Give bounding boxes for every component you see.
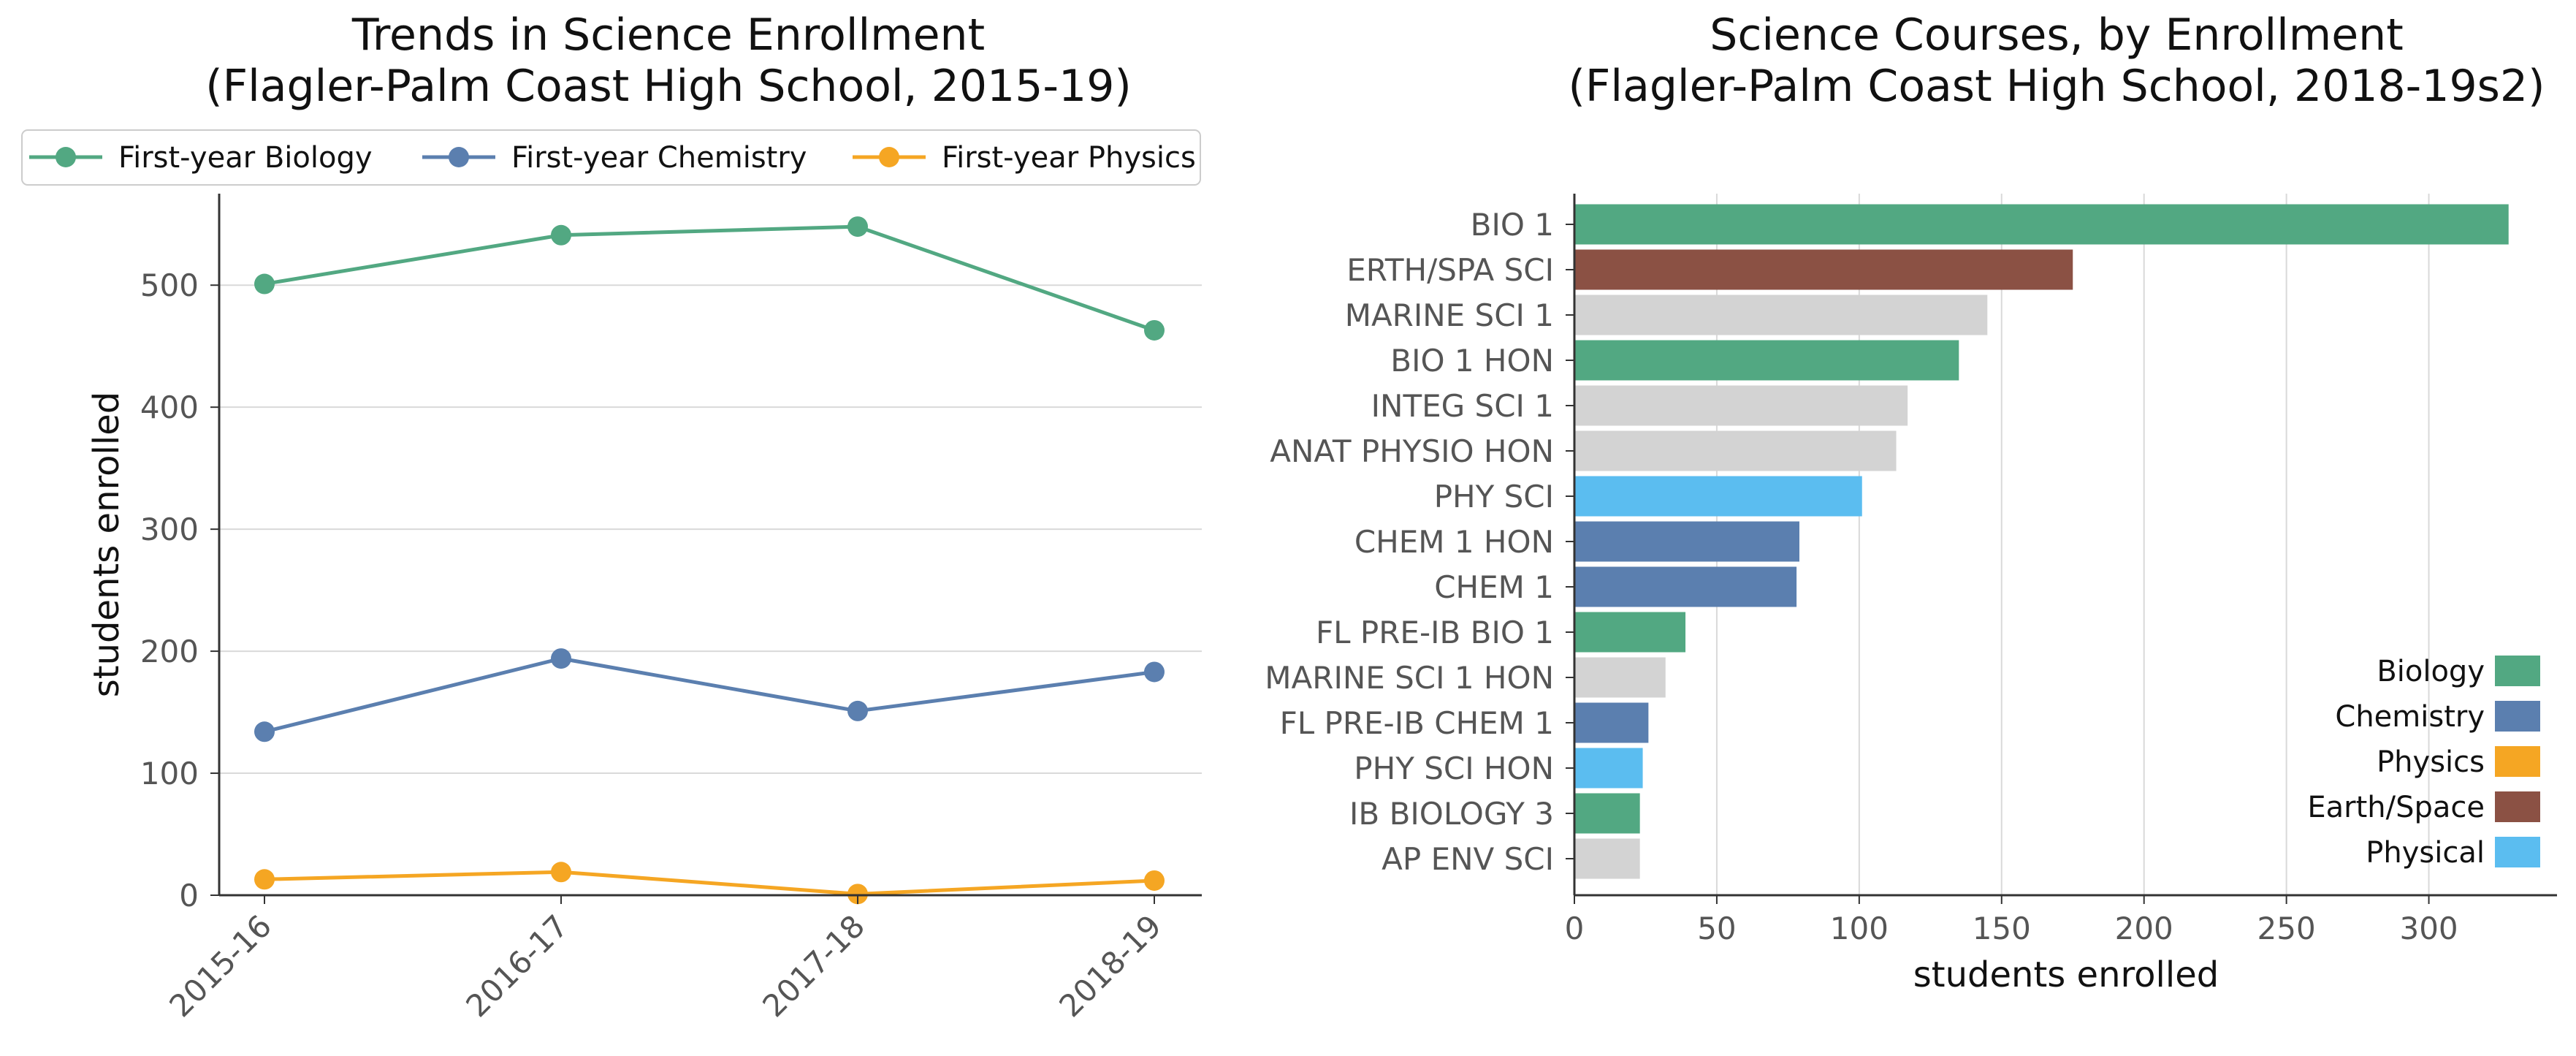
left-x-tick-label: 2016-17 xyxy=(459,908,575,1024)
data-point-first-year-physics xyxy=(847,884,868,905)
series-line-first-year-biology xyxy=(264,224,1155,333)
left-y-tick-label: 400 xyxy=(140,390,199,425)
bar-anat-physio-hon xyxy=(1574,430,1897,471)
right-x-tick-label: 100 xyxy=(1830,911,1889,946)
data-point-first-year-chemistry xyxy=(1144,661,1165,683)
category-label: INTEG SCI 1 xyxy=(1371,388,1554,424)
left-gridlines xyxy=(219,284,1202,775)
right-legend: Biology Chemistry Physics Earth/Space Physic… xyxy=(2307,655,2540,870)
right-bars-group xyxy=(1574,204,2509,879)
legend-swatch-physical xyxy=(2495,837,2540,867)
right-chart: Science Courses, by Enrollment (Flagler-… xyxy=(1265,10,2557,995)
legend-swatch-earth-space xyxy=(2495,791,2540,822)
data-point-first-year-chemistry xyxy=(551,648,571,669)
legend-swatch-biology xyxy=(2495,656,2540,686)
category-label: FL PRE-IB BIO 1 xyxy=(1316,615,1554,650)
right-chart-title: Science Courses, by Enrollment xyxy=(1710,10,2403,61)
left-x-ticks: 2015-16 2016-17 2017-18 2018-19 xyxy=(162,895,1168,1024)
category-label: AP ENV SCI xyxy=(1382,841,1554,877)
bar-erth-spa-sci xyxy=(1574,249,2073,290)
left-x-tick-label: 2015-16 xyxy=(162,908,278,1024)
left-x-tick-label: 2018-19 xyxy=(1052,908,1168,1024)
data-point-first-year-biology xyxy=(551,224,571,246)
left-y-axis-label: students enrolled xyxy=(86,392,127,697)
bar-chem-1-hon xyxy=(1574,521,1799,562)
category-label: MARINE SCI 1 xyxy=(1345,297,1554,333)
bar-integ-sci-1 xyxy=(1574,385,1908,426)
left-legend-box xyxy=(21,129,1201,186)
right-x-tick-label: 150 xyxy=(1973,911,2031,946)
bar-fl-pre-ib-chem-1 xyxy=(1574,702,1649,743)
left-y-tick-label: 100 xyxy=(140,756,199,791)
right-x-tick-label: 50 xyxy=(1697,911,1736,946)
bar-bio-1-hon xyxy=(1574,340,1959,381)
series-line-first-year-physics xyxy=(264,870,1155,896)
data-point-first-year-physics xyxy=(1144,870,1165,891)
left-legend: First-year Biology First-year Chemistry Fi… xyxy=(21,129,1201,186)
left-x-tick-label: 2017-18 xyxy=(755,908,872,1024)
category-label: FL PRE-IB CHEM 1 xyxy=(1280,705,1554,741)
legend-label-biology: Biology xyxy=(2377,655,2485,688)
data-point-first-year-biology xyxy=(1144,319,1165,341)
category-label: CHEM 1 HON xyxy=(1354,524,1554,560)
series-line-first-year-chemistry xyxy=(264,656,1155,734)
legend-marker-first-year-biology xyxy=(56,147,76,167)
bar-chem-1 xyxy=(1574,566,1797,607)
left-chart-subtitle: (Flagler-Palm Coast High School, 2015-19… xyxy=(205,61,1132,112)
category-label: PHY SCI HON xyxy=(1354,751,1554,786)
right-x-tick-label: 200 xyxy=(2115,911,2173,946)
left-chart-title: Trends in Science Enrollment xyxy=(351,10,985,61)
bar-ib-biology-3 xyxy=(1574,793,1640,834)
legend-label-first-year-physics: First-year Physics xyxy=(942,141,1196,175)
category-label: MARINE SCI 1 HON xyxy=(1265,660,1554,696)
legend-marker-first-year-physics xyxy=(879,147,899,167)
right-x-tick-label: 250 xyxy=(2257,911,2316,946)
left-y-tick-label: 300 xyxy=(140,512,199,547)
data-point-first-year-chemistry xyxy=(847,700,868,721)
right-x-ticks: 0 50 100 150 200 250 300 xyxy=(1565,895,2458,946)
legend-label-chemistry: Chemistry xyxy=(2335,700,2485,734)
legend-label-earth-space: Earth/Space xyxy=(2307,791,2485,824)
data-point-first-year-biology xyxy=(847,216,868,238)
category-label: IB BIOLOGY 3 xyxy=(1349,796,1554,832)
legend-swatch-chemistry xyxy=(2495,701,2540,732)
bar-marine-sci-1-hon xyxy=(1574,657,1666,698)
category-label: ERTH/SPA SCI xyxy=(1346,252,1554,288)
right-x-axis-label: students enrolled xyxy=(1913,954,2219,995)
legend-label-physics: Physics xyxy=(2377,745,2485,779)
data-point-first-year-chemistry xyxy=(254,721,275,742)
bar-marine-sci-1 xyxy=(1574,295,1988,335)
right-category-labels: BIO 1 ERTH/SPA SCI MARINE SCI 1 BIO 1 HON IN… xyxy=(1265,207,1574,877)
legend-label-physical: Physical xyxy=(2366,836,2485,870)
bar-phy-sci xyxy=(1574,476,1862,517)
category-label: BIO 1 HON xyxy=(1390,343,1554,379)
bar-bio-1 xyxy=(1574,204,2509,245)
data-point-first-year-biology xyxy=(254,273,275,295)
data-point-first-year-physics xyxy=(551,862,571,883)
bar-phy-sci-hon xyxy=(1574,748,1643,789)
legend-marker-first-year-chemistry xyxy=(449,147,469,167)
left-y-tick-label: 200 xyxy=(140,634,199,669)
data-point-first-year-physics xyxy=(254,869,275,890)
left-y-tick-label: 500 xyxy=(140,267,199,303)
right-x-tick-label: 300 xyxy=(2399,911,2458,946)
left-y-ticks: 0 100 200 300 400 500 xyxy=(140,267,219,913)
legend-swatch-physics xyxy=(2495,746,2540,777)
category-label: CHEM 1 xyxy=(1434,569,1554,605)
category-label: PHY SCI xyxy=(1434,479,1554,514)
legend-label-first-year-biology: First-year Biology xyxy=(118,141,373,175)
bar-ap-env-sci xyxy=(1574,838,1640,879)
left-chart: Trends in Science Enrollment (Flagler-Pa… xyxy=(21,10,1202,1024)
right-chart-subtitle: (Flagler-Palm Coast High School, 2018-19… xyxy=(1568,61,2545,112)
left-y-tick-label: 0 xyxy=(179,878,199,913)
left-series-group xyxy=(254,216,1165,905)
legend-label-first-year-chemistry: First-year Chemistry xyxy=(511,141,807,175)
category-label: ANAT PHYSIO HON xyxy=(1270,433,1554,469)
right-x-tick-label: 0 xyxy=(1565,911,1585,946)
bar-fl-pre-ib-bio-1 xyxy=(1574,612,1686,653)
category-label: BIO 1 xyxy=(1471,207,1554,243)
